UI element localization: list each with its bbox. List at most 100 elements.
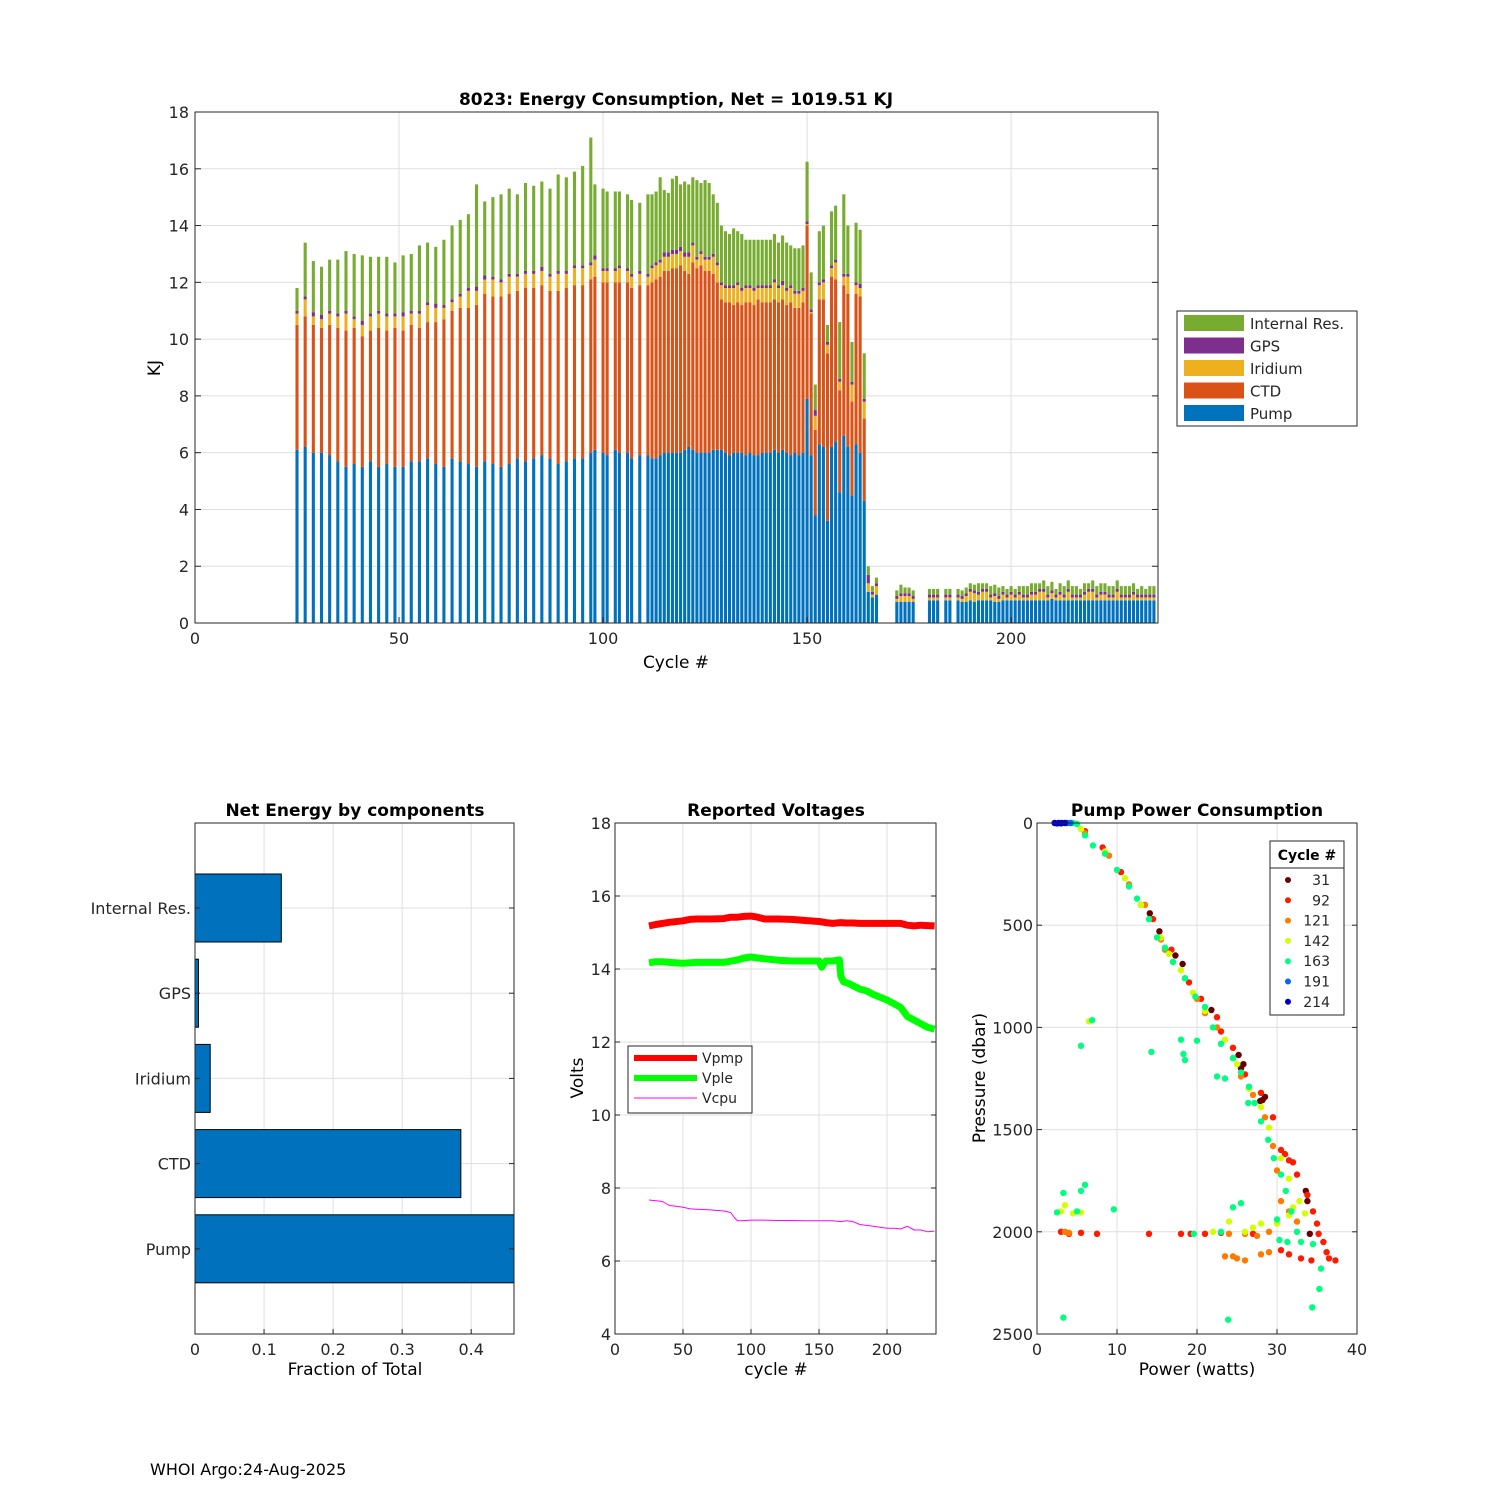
bar-segment-internal-res — [1062, 586, 1066, 595]
bar-segment-ctd — [393, 327, 397, 467]
data-point-cycle-142 — [1225, 1218, 1233, 1225]
y-tick-label: 18 — [591, 814, 611, 833]
bar-segment-internal-res — [744, 239, 748, 286]
bar-segment-iridium — [1099, 594, 1103, 601]
bar-segment-internal-res — [540, 181, 544, 267]
data-point-cycle-142 — [1077, 825, 1085, 833]
y-tick-label: 14 — [169, 217, 189, 236]
y-tick-label: 0 — [179, 614, 189, 633]
legend-label: Vpmp — [702, 1051, 743, 1067]
bar-segment-internal-res — [732, 228, 736, 286]
bar-segment-internal-res — [605, 191, 609, 269]
data-point-cycle-163 — [1288, 1208, 1295, 1215]
bar-segment-pump — [417, 461, 421, 623]
y-tick-label: 8 — [601, 1179, 611, 1198]
bar-segment-gps — [1017, 591, 1021, 595]
bar-segment-ctd — [850, 401, 854, 496]
bar-segment-pump — [666, 452, 670, 623]
data-point-cycle-163 — [1270, 1155, 1278, 1162]
data-point-cycle-92 — [1289, 1159, 1297, 1166]
bar-segment-internal-res — [638, 202, 642, 271]
bar-ctd — [194, 1129, 462, 1199]
bar-segment-ctd — [797, 307, 801, 456]
bar-segment-internal-res — [707, 182, 711, 257]
data-point-cycle-92 — [1213, 1014, 1221, 1021]
bar-segment-pump — [944, 600, 948, 623]
bar-segment-gps — [1107, 594, 1111, 598]
bar-segment-gps — [434, 303, 438, 308]
tick-labels: 0 10 20 30 40 0 500 1000 1500 2000 2500 — [992, 814, 1367, 1359]
bar-segment-gps — [1058, 591, 1062, 595]
data-point-cycle-92 — [1093, 1230, 1101, 1238]
data-point-cycle-142 — [1257, 1103, 1265, 1111]
data-point-cycle-163 — [1180, 1050, 1187, 1058]
bar-segment-internal-res — [625, 194, 630, 269]
bar-segment-gps — [401, 312, 405, 317]
data-point-cycle-31 — [1146, 910, 1154, 917]
bar-segment-internal-res — [972, 584, 976, 591]
legend-label: Internal Res. — [1250, 315, 1344, 333]
bar-segment-ctd — [589, 279, 593, 453]
bar-segment-pump — [723, 452, 728, 623]
bar-segment-ctd — [830, 276, 834, 447]
bar-segment-pump — [801, 452, 805, 623]
bar-segment-gps — [1078, 594, 1083, 598]
bar-segment-iridium — [830, 268, 834, 277]
data-point-cycle-163 — [1192, 993, 1199, 1000]
bar-segment-ctd — [789, 302, 793, 456]
x-tick-label: 40 — [1347, 1340, 1367, 1359]
data-point-cycle-163 — [1077, 1187, 1085, 1195]
bar-segment-iridium — [1009, 594, 1013, 601]
bar-segment-iridium — [1066, 591, 1070, 601]
bar-segment-ctd — [711, 273, 715, 450]
bar-segment-internal-res — [589, 137, 593, 263]
bar-segment-gps — [658, 259, 662, 263]
bar-segment-gps — [964, 593, 968, 597]
bar-segment-ctd — [377, 327, 381, 467]
bar-segment-iridium — [393, 316, 397, 328]
legend-swatch — [1184, 315, 1244, 331]
bar-segment-gps — [311, 312, 315, 317]
lines — [648, 912, 936, 1233]
bar-segment-iridium — [1091, 591, 1095, 601]
data-point-cycle-163 — [1181, 1056, 1189, 1064]
bar-segment-pump — [328, 455, 332, 623]
bar-segment-ctd — [785, 305, 789, 453]
bar-segment-ctd — [491, 296, 495, 465]
bar-segment-pump — [442, 466, 446, 623]
bar-segment-iridium — [1115, 591, 1119, 601]
bar-segment-gps — [956, 594, 960, 598]
data-point-cycle-121 — [1269, 1142, 1277, 1150]
bar-segment-internal-res — [303, 242, 307, 297]
bar-segment-iridium — [646, 276, 650, 286]
bar-segment-internal-res — [1083, 583, 1087, 592]
bar-segment-pump — [854, 444, 858, 623]
series-line-vple — [648, 953, 936, 1033]
x-axis-label: Cycle # — [643, 653, 709, 673]
bar-segment-pump — [630, 458, 634, 623]
bar-segment-gps — [707, 256, 711, 260]
bar-segment-internal-res — [466, 214, 470, 289]
bar-segment-gps — [768, 285, 772, 289]
bar-segment-internal-res — [830, 211, 834, 266]
bar-segment-gps — [1021, 594, 1025, 598]
bar-segment-iridium — [466, 290, 470, 308]
bar-segment-internal-res — [846, 225, 850, 274]
bar-segment-pump — [866, 591, 870, 623]
bar-segment-pump — [1029, 600, 1034, 623]
bar-segment-pump — [360, 466, 364, 623]
data-point-cycle-92 — [1277, 1247, 1285, 1254]
bar-segment-internal-res — [1115, 580, 1119, 589]
bar-segment-pump — [1025, 600, 1029, 623]
bar-segment-gps — [540, 266, 544, 271]
bar-segment-ctd — [540, 285, 544, 456]
bar-segment-ctd — [679, 265, 683, 453]
bar-pump — [194, 1214, 515, 1284]
bar-segment-internal-res — [903, 587, 907, 594]
x-tick-label: 150 — [792, 629, 823, 648]
data-point-cycle-121 — [1221, 1253, 1229, 1260]
bar-segment-gps — [1034, 591, 1038, 595]
data-point-cycle-142 — [1061, 1202, 1069, 1209]
legend-marker — [1285, 877, 1291, 883]
bar-segment-pump — [1083, 600, 1087, 623]
